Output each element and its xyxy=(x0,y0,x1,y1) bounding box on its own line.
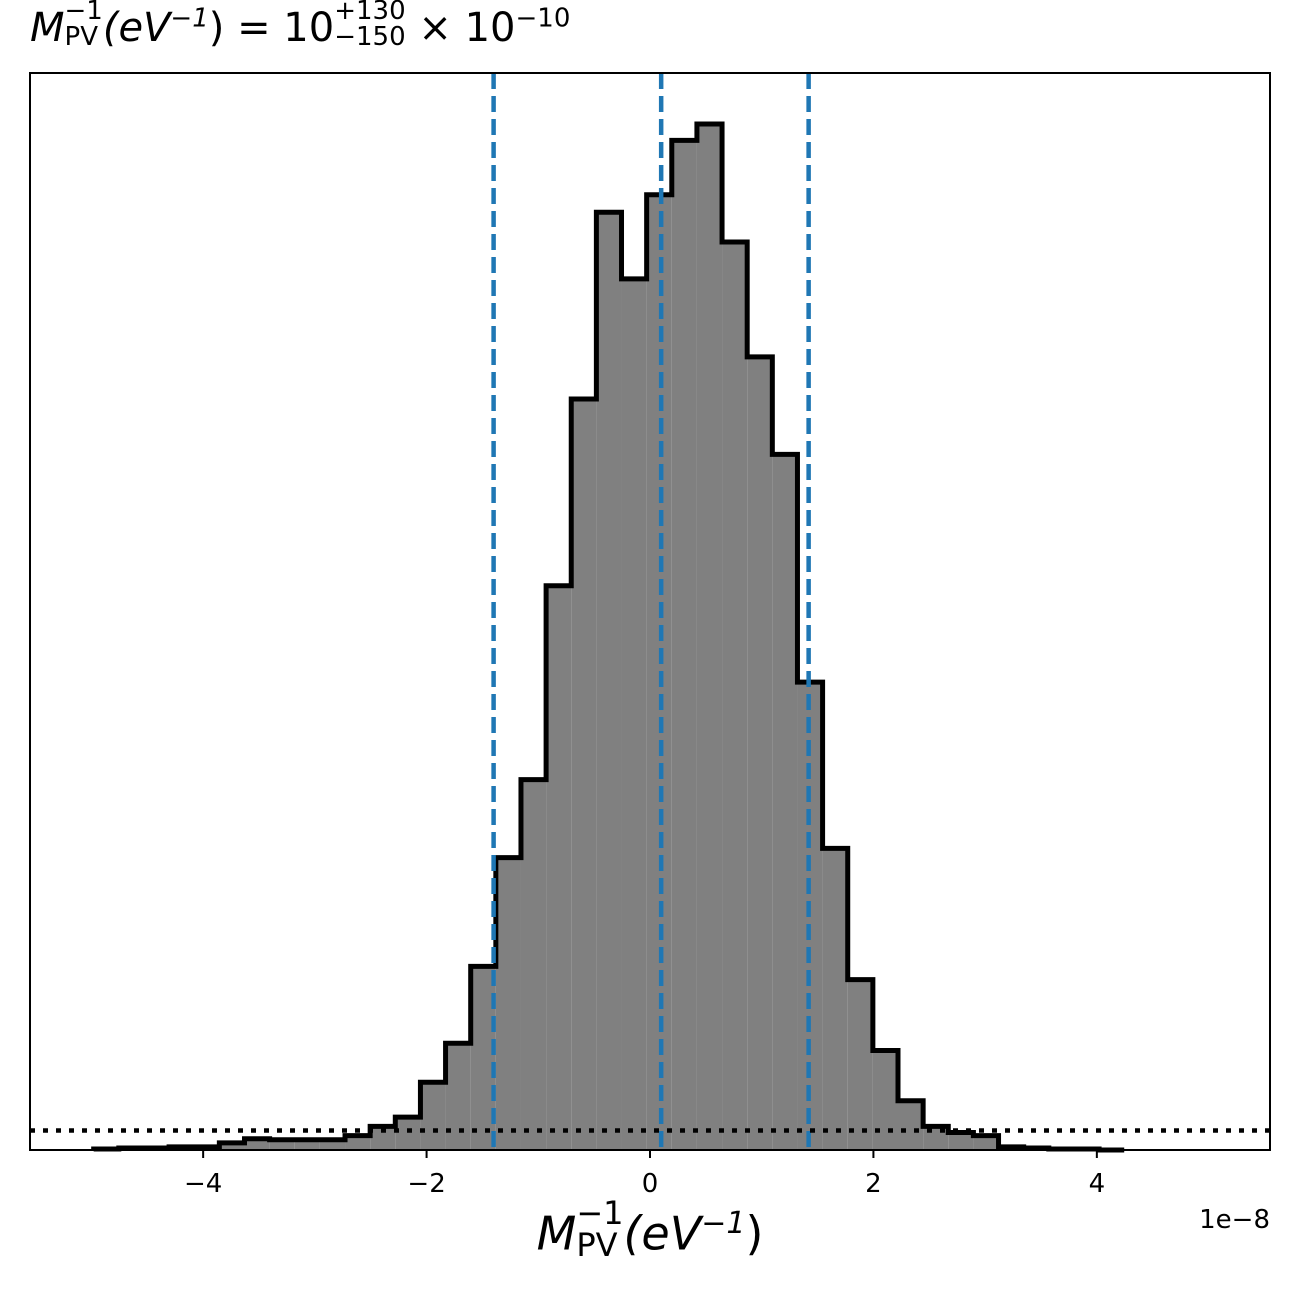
histogram-bars xyxy=(91,121,1125,1153)
title-times: × 10 xyxy=(418,5,516,51)
title-symbol-sub: PV xyxy=(64,22,98,52)
histogram-bar xyxy=(571,398,597,1150)
histogram-bar xyxy=(973,1135,999,1150)
histogram-bar xyxy=(872,1050,898,1150)
x-axis-label: M −1 PV (eV−1) xyxy=(0,1197,1289,1269)
histogram-bar xyxy=(395,1117,421,1150)
axis-offset-label: 1e−8 xyxy=(1199,1205,1270,1235)
histogram-bar xyxy=(948,1132,974,1150)
histogram-bar xyxy=(696,124,723,1150)
title-equals: = 10 xyxy=(237,5,335,51)
title-upper: +130 xyxy=(334,0,406,26)
histogram-bar xyxy=(370,1126,396,1150)
histogram-bar xyxy=(898,1100,924,1150)
histogram-bar xyxy=(621,278,647,1150)
title-paren-text: (eV xyxy=(102,5,171,51)
histogram-bar xyxy=(445,1043,471,1150)
xlabel-symbol-sup: −1 xyxy=(576,1194,624,1232)
histogram-outline xyxy=(91,121,1125,1153)
x-tick-label: −4 xyxy=(184,1169,222,1199)
x-tick-label: 0 xyxy=(642,1169,659,1199)
x-tick-label: −2 xyxy=(407,1169,445,1199)
title-paren-sup: −1 xyxy=(170,3,209,34)
histogram-bar xyxy=(847,979,873,1150)
xlabel-paren-close: ) xyxy=(745,1206,764,1261)
histogram-bar xyxy=(269,1139,295,1150)
title-paren-close: ) xyxy=(208,5,225,51)
xlabel-symbol: M xyxy=(536,1206,577,1261)
xlabel-paren-text: (eV xyxy=(623,1206,702,1261)
title-errors: +130 −150 xyxy=(334,0,405,50)
histogram-bar xyxy=(747,356,773,1151)
histogram-bar xyxy=(671,140,697,1150)
title-symbol-indices: −1 PV xyxy=(65,0,103,50)
title-symbol: M xyxy=(30,5,65,51)
x-tick-label: 2 xyxy=(865,1169,882,1199)
histogram-bar xyxy=(822,848,848,1150)
histogram-bar xyxy=(722,241,748,1151)
xlabel-symbol-indices: −1 PV xyxy=(576,1197,623,1261)
histogram-bar xyxy=(772,454,798,1150)
histogram-bar xyxy=(520,779,547,1150)
histogram-bar xyxy=(495,857,521,1150)
title-symbol-sup: −1 xyxy=(64,0,103,26)
xlabel-paren-sup: −1 xyxy=(701,1206,746,1242)
x-tick-label: 4 xyxy=(1089,1169,1106,1199)
histogram-bar xyxy=(420,1082,446,1150)
xlabel-symbol-sub: PV xyxy=(576,1226,618,1264)
histogram-bar xyxy=(294,1139,320,1150)
title-exponent: −10 xyxy=(515,3,571,34)
chart-title: M −1 PV (eV−1) = 10 +130 −150 × 10−10 xyxy=(30,0,571,56)
axes: −4 −2 0 2 4 xyxy=(29,72,1271,1199)
histogram-bar xyxy=(345,1135,371,1150)
histogram-bar xyxy=(244,1138,270,1150)
histogram-bar xyxy=(219,1142,245,1150)
histogram-bar xyxy=(546,585,572,1150)
reference-lines xyxy=(30,73,1270,1150)
histogram-bar xyxy=(319,1139,346,1150)
title-lower: −150 xyxy=(334,22,406,52)
histogram-bar xyxy=(596,212,622,1151)
